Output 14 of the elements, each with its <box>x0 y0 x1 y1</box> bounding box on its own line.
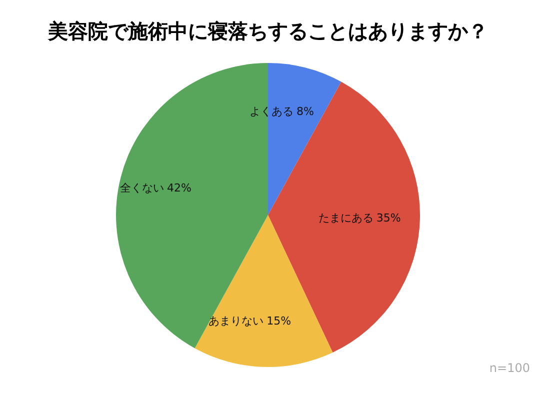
pie-slice <box>116 63 268 348</box>
pie-slice <box>268 63 342 215</box>
data-label: 35% <box>376 211 401 224</box>
slice-label: あまりない <box>208 314 264 328</box>
pie-slice <box>194 215 333 367</box>
data-label: 42% <box>166 182 192 195</box>
data-label: 8% <box>296 104 314 118</box>
text: n=100 <box>489 361 530 375</box>
slice-label: たまにある <box>318 211 374 224</box>
slice-label: よくある <box>249 104 294 118</box>
data-label: 15% <box>266 314 292 328</box>
chart-title: 美容院で施術中に寝落ちすることはありますか？ <box>47 19 488 43</box>
pie-slice <box>268 82 420 353</box>
slice-label: 全くない <box>120 182 164 195</box>
